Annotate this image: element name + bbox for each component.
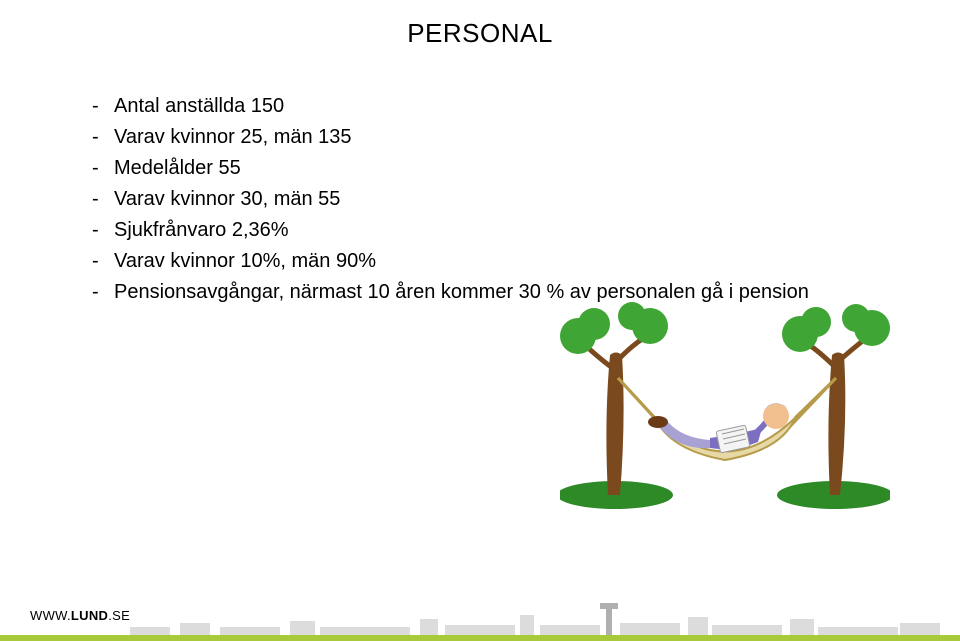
- list-item: -Varav kvinnor 30, män 55: [92, 185, 809, 214]
- footer-url: WWW.LUND.SE: [30, 608, 130, 623]
- ground-strip: [0, 635, 960, 641]
- list-text: Medelålder 55: [114, 154, 241, 183]
- person-shoe: [648, 416, 668, 428]
- list-item: -Varav kvinnor 25, män 135: [92, 123, 809, 152]
- footer-skyline: [0, 597, 960, 641]
- footer-bold: LUND: [71, 608, 108, 623]
- bullet-list: -Antal anställda 150 -Varav kvinnor 25, …: [92, 92, 809, 309]
- tree-trunk-right: [828, 353, 845, 496]
- slide: PERSONAL -Antal anställda 150 -Varav kvi…: [0, 0, 960, 641]
- footer-suffix: .SE: [108, 608, 130, 623]
- leaves-right: [782, 304, 890, 352]
- dash-icon: -: [92, 216, 114, 245]
- person-pants: [660, 422, 710, 448]
- footer-prefix: WWW.: [30, 608, 71, 623]
- leaves-left: [560, 302, 668, 354]
- list-item: -Antal anställda 150: [92, 92, 809, 121]
- dash-icon: -: [92, 278, 114, 307]
- buildings: [130, 603, 940, 635]
- list-item: -Varav kvinnor 10%, män 90%: [92, 247, 809, 276]
- list-text: Sjukfrånvaro 2,36%: [114, 216, 289, 245]
- list-item: -Medelålder 55: [92, 154, 809, 183]
- tree-trunk-left: [606, 353, 623, 496]
- dash-icon: -: [92, 185, 114, 214]
- list-text: Varav kvinnor 30, män 55: [114, 185, 340, 214]
- page-title: PERSONAL: [0, 18, 960, 49]
- hammock-illustration: [560, 300, 890, 510]
- list-item: -Sjukfrånvaro 2,36%: [92, 216, 809, 245]
- list-text: Varav kvinnor 10%, män 90%: [114, 247, 376, 276]
- dash-icon: -: [92, 92, 114, 121]
- dash-icon: -: [92, 154, 114, 183]
- dash-icon: -: [92, 247, 114, 276]
- list-text: Varav kvinnor 25, män 135: [114, 123, 352, 152]
- list-text: Antal anställda 150: [114, 92, 284, 121]
- dash-icon: -: [92, 123, 114, 152]
